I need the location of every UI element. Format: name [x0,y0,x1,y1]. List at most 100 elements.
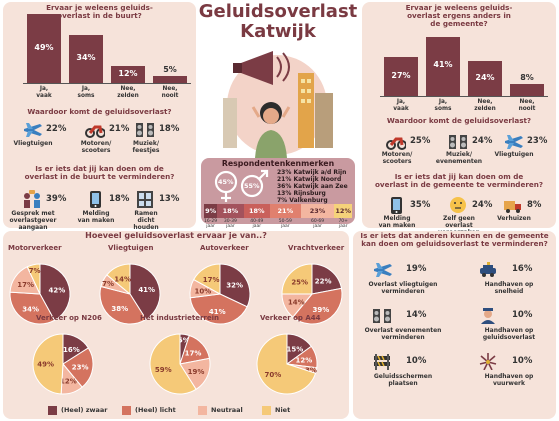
main-title-line1: Geluidsoverlast [198,1,358,22]
bar-value: 5% [163,65,177,74]
pie-title: Vliegtuigen [108,244,153,252]
pie-slice [9,291,56,325]
legend-swatch [122,406,131,415]
x-axis [23,83,191,84]
actions-label: Verhuizen [497,215,531,222]
actions-pct: 8% [527,200,542,210]
legend-swatch [262,406,271,415]
measure-pct: 19% [406,264,427,274]
pie-slice-label: 59% [155,366,172,374]
bar-category: Ja, vaak [36,86,52,99]
window-icon [135,190,155,208]
bar-value: 49% [34,42,54,52]
pie-slice [256,333,317,395]
legend-label: Niet [275,406,291,414]
gemeente-bar-chart: 27% Ja, vaak 41% Ja, soms 24% Nee, zelden 8% Ne… [0,0,559,120]
area-item: 21% Katwijk Noord [277,176,342,183]
age-labels: 16-29 jaar 30-39 jaar 40-49 jaar 50-59 jaar… [204,219,352,229]
sources-label: Vliegtuigen [494,151,534,158]
pie-slice-label: 39% [312,306,329,314]
male-icon [240,174,264,198]
respondent-areas: 23% Katwijk a/d Rijn 21% Katwijk Noord 36%… [277,169,357,204]
legend-swatch [48,406,57,415]
others-question: Is er iets dat anderen kunnen en de geme… [360,231,549,248]
actions-pct: 18% [109,194,130,204]
bar [153,76,187,83]
pie-title: Vrachtverkeer [288,244,345,252]
bar-category: Ja, soms [434,99,452,112]
phone-icon [386,196,406,214]
music-icon [135,120,155,138]
pie-slice-label: 7% [29,267,41,275]
buurt-sources-question: Waardoor komt de geluidsoverlast? [27,107,172,116]
age-segment: 18% [217,204,244,218]
pie-slice-label: 49% [37,360,54,368]
pie-slice-label: 7% [102,280,114,288]
bar [426,36,460,96]
measure-label: Handhaven op vuurwerk [484,373,534,387]
bar-category: Ja, vaak [393,99,409,112]
phone-icon [85,190,105,208]
actions-pct: 35% [410,200,431,210]
motorcycle-icon [386,132,407,150]
pie-slice [281,263,313,295]
truck-icon [503,196,523,214]
fireworks-icon [478,352,498,371]
pies-question: Hoeveel geluidsoverlast ervaar je van..? [85,231,267,240]
gender-symbols [214,169,269,202]
pie-slice-label: 10% [195,288,212,296]
area-item: 7% Valkenburg [277,197,328,204]
measure-pct: 10% [512,310,533,320]
actions-pct: 24% [472,200,493,210]
sources-label: Muziek/ feestjes [132,140,160,154]
pie-slice [193,263,221,295]
gemeente-sources-question: Waardoor komt de geluidsoverlast? [386,116,532,125]
pie-slice-label: 25% [291,279,308,287]
age-segment: 23% [300,204,335,218]
police-car-icon [478,260,498,278]
actions-label: Ramen dicht houden [133,210,159,231]
pie-slice [39,263,71,321]
sources-label: Motoren/ scooters [80,140,112,154]
pie-slice-label: 3% [305,366,317,374]
pie-slice-label: 5% [178,337,190,345]
others-panel [353,231,556,419]
age-label: 16-29 jaar [204,219,218,229]
measure-pct: 14% [406,310,427,320]
age-segment: 12% [334,204,352,218]
pie-slice-label: 41% [209,308,226,316]
pie-slice-label: 32% [226,282,243,290]
legend-label: Neutraal [211,406,243,414]
pie-title: Motorverkeer [8,244,62,252]
sources-pct: 23% [527,136,548,146]
pie-slice-label: 14% [288,298,305,306]
sources-pct: 21% [109,124,130,134]
pie-slice-label: 38% [111,305,128,313]
actions-pct: 13% [159,194,180,204]
buurt-bar-chart: 49% Ja, vaak 34% Ja, soms 12% Nee, zelden 5% Ne… [0,0,200,120]
bar [69,35,103,83]
megaphone-icon [241,51,273,85]
legend-label: (Heel) zwaar [61,406,108,414]
pie-title: Het industrieterrein [140,314,219,322]
pie-slice-label: 12% [295,357,312,365]
pie-slice [149,333,197,395]
age-label: 30-39 jaar [223,219,237,229]
buurt-question: Ervaar je weleens geluids- overlast in d… [46,3,153,20]
age-segment: 18% [243,204,270,218]
pie-slice-label: 12% [60,378,77,386]
pie-slice-label: 34% [22,306,39,314]
pie-slice [292,287,343,325]
actions-label: Melding van maken [378,215,416,229]
pie-slice-label: 15% [287,345,304,353]
actions-label: Gesprek met overlastgever aangaan [9,210,57,231]
measure-pct: 10% [512,356,533,366]
bar-value: 8% [520,73,534,83]
bar [384,57,418,96]
pie-slice-label: 17% [185,349,202,357]
sources-pct: 25% [410,136,431,146]
x-axis [380,96,548,97]
actions-label: Melding van maken [77,210,115,224]
pie-slice-label: 14% [114,275,131,283]
airplane-icon [503,132,523,150]
